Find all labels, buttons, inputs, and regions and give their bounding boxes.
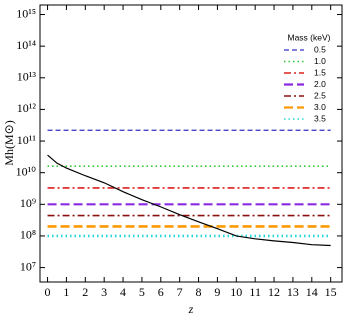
x-tick-label: 4 xyxy=(120,285,126,299)
y-tick-label: 10⁸ xyxy=(20,228,36,242)
x-tick-label: 0 xyxy=(45,285,51,299)
halo-mass-curve xyxy=(47,154,331,247)
x-tick-label: 12 xyxy=(268,285,280,299)
legend-label: 1.5 xyxy=(314,67,326,77)
x-tick-label: 5 xyxy=(139,285,145,299)
legend-title: Mass (keV) xyxy=(288,32,331,42)
x-tick-label: 8 xyxy=(196,285,202,299)
y-axis-label: Mh(M⊙) xyxy=(2,120,16,165)
x-tick-label: 13 xyxy=(287,285,299,299)
x-tick-label: 9 xyxy=(214,285,220,299)
legend-label: 3.0 xyxy=(314,102,326,112)
legend-label: 0.5 xyxy=(314,44,326,54)
y-tick-label: 10¹³ xyxy=(17,70,37,84)
y-tick-label: 10¹⁴ xyxy=(16,38,36,52)
y-tick-label: 10¹⁰ xyxy=(16,164,37,178)
y-tick-label: 10⁷ xyxy=(20,259,36,273)
legend-label: 2.0 xyxy=(314,79,326,89)
x-tick-label: 10 xyxy=(230,285,242,299)
x-tick-label: 3 xyxy=(101,285,107,299)
x-tick-label: 14 xyxy=(306,285,318,299)
y-tick-label: 10¹² xyxy=(17,101,37,115)
y-tick-label: 10¹¹ xyxy=(17,133,37,147)
x-tick-label: 6 xyxy=(158,285,164,299)
x-axis-label: z xyxy=(188,302,194,316)
x-tick-label: 7 xyxy=(177,285,183,299)
legend-label: 1.0 xyxy=(314,56,326,66)
x-tick-label: 11 xyxy=(249,285,261,299)
x-tick-label: 2 xyxy=(82,285,88,299)
x-tick-label: 1 xyxy=(63,285,69,299)
y-tick-label: 10¹⁵ xyxy=(16,6,36,20)
plot-frame xyxy=(39,4,343,283)
legend-label: 2.5 xyxy=(314,90,326,100)
legend-label: 3.5 xyxy=(314,113,326,123)
x-tick-label: 15 xyxy=(325,285,337,299)
y-tick-label: 10⁹ xyxy=(20,196,36,210)
